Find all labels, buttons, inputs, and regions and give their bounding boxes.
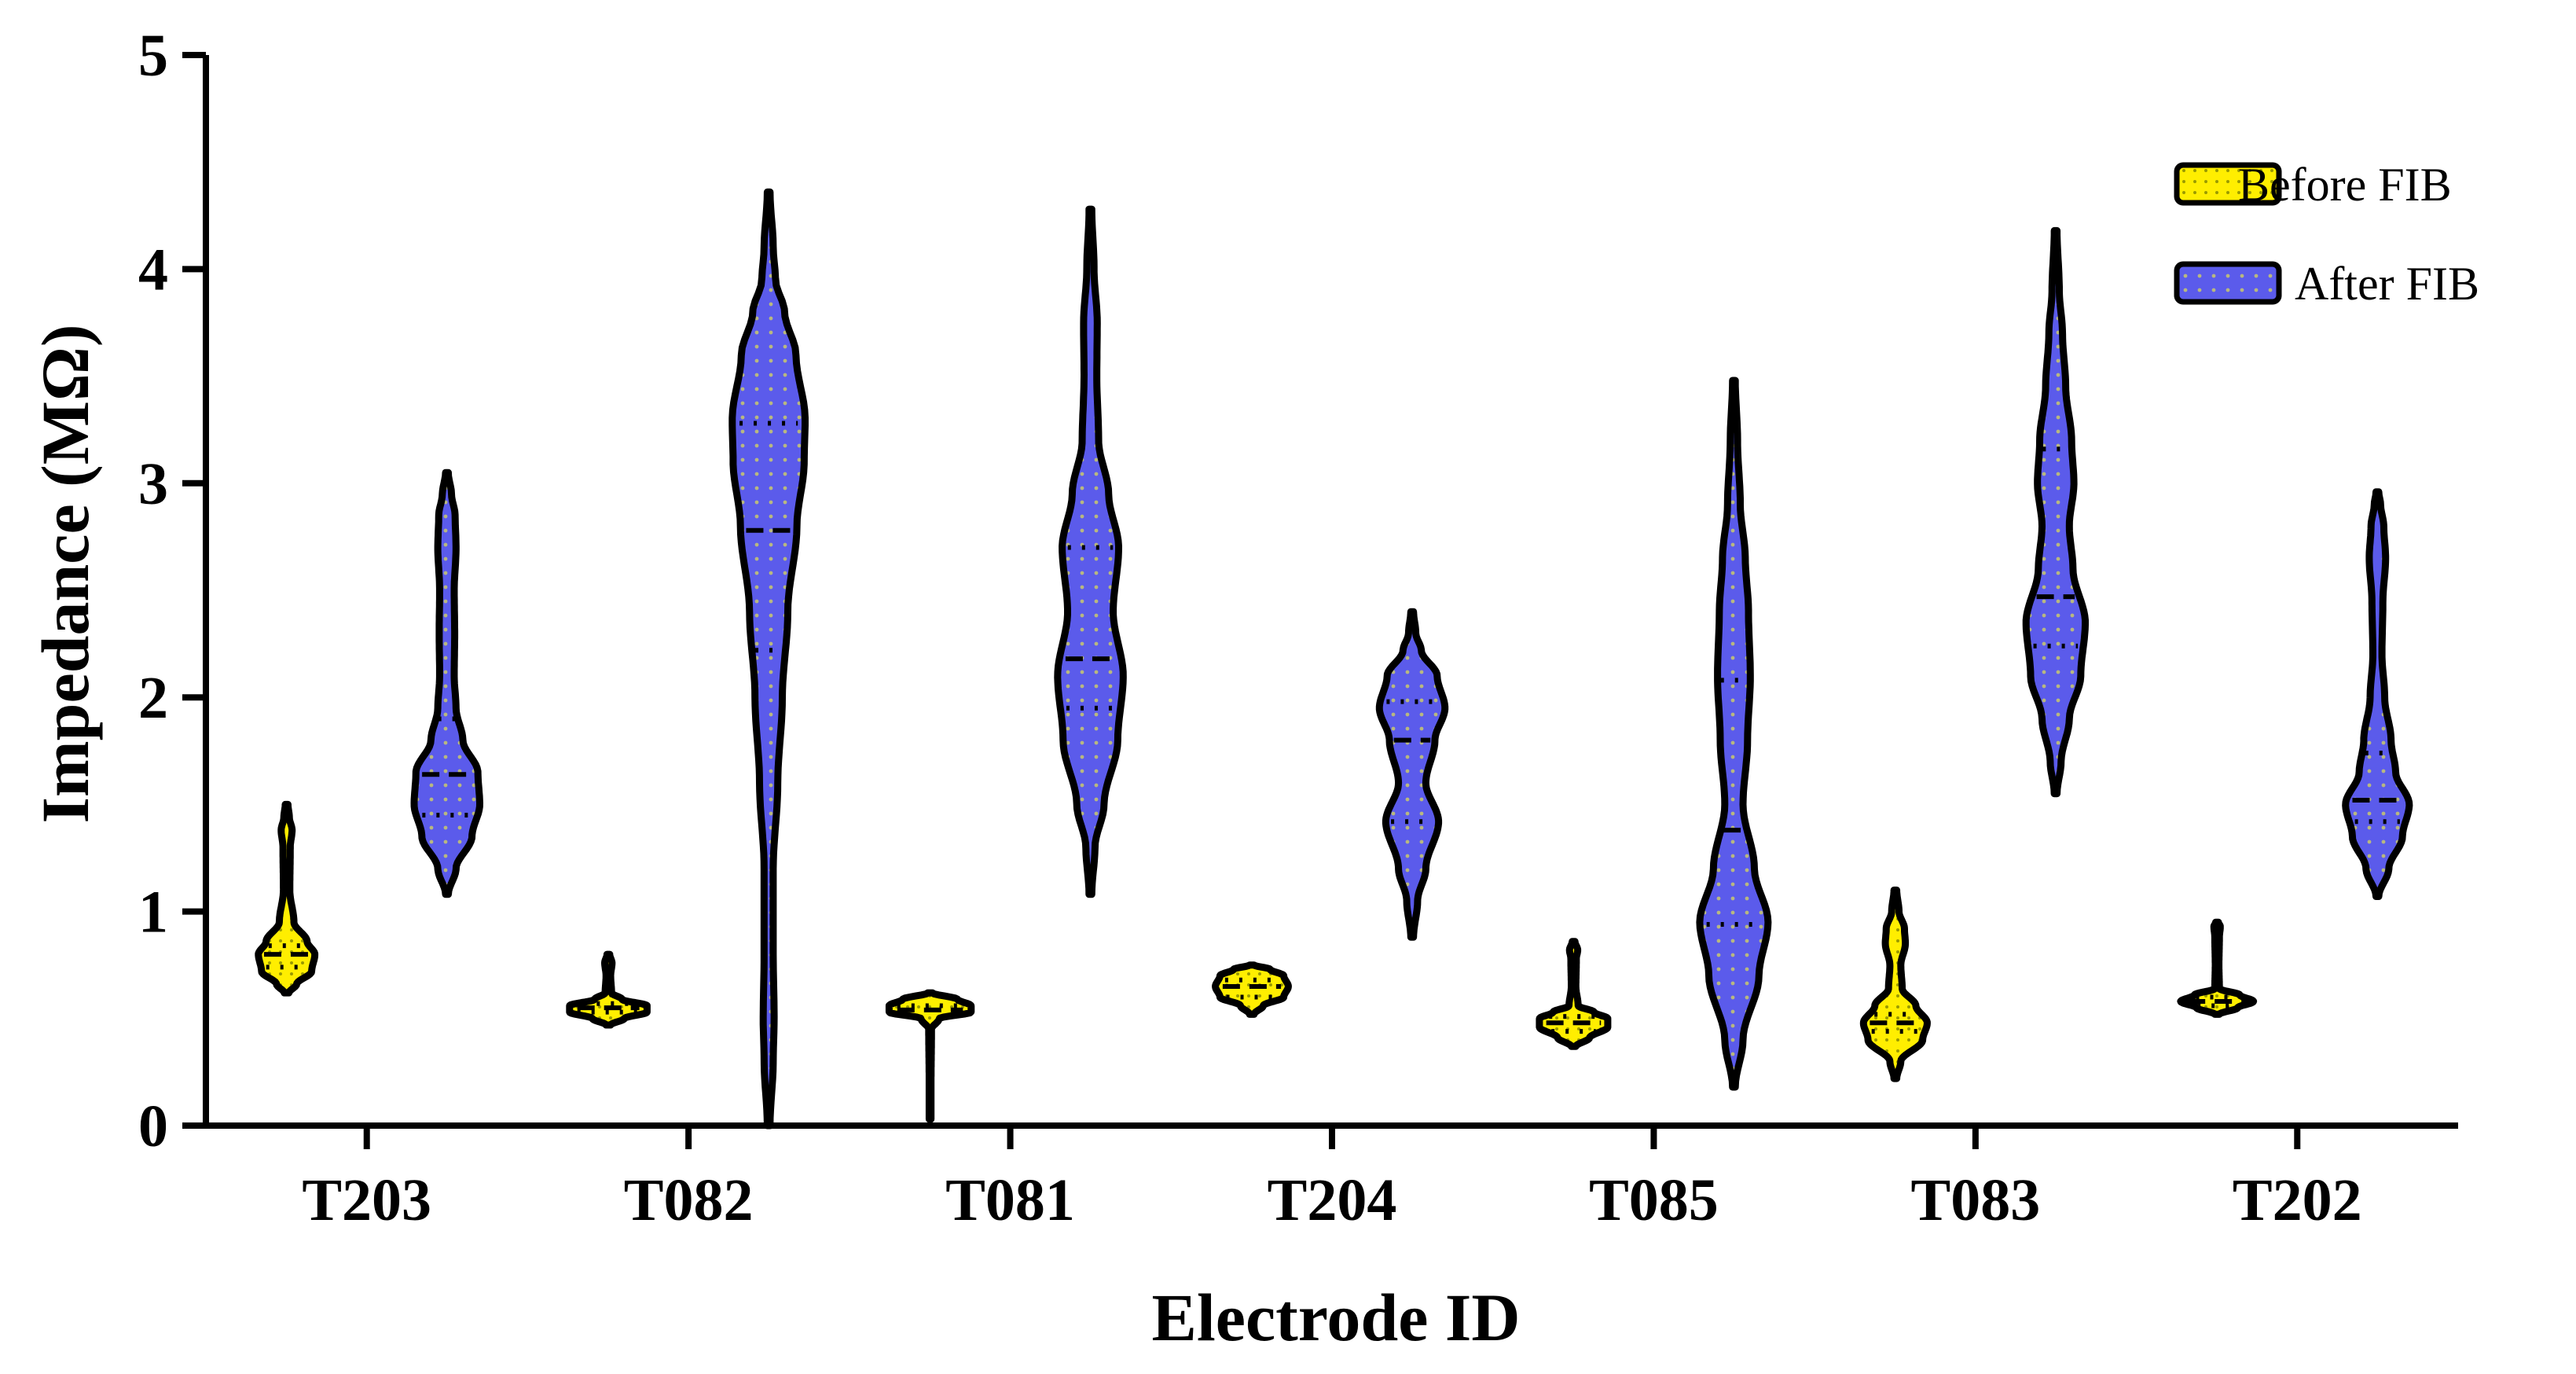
x-tick-label-t202: T202 (2233, 1167, 2362, 1233)
violin-before-fib-t081 (885, 989, 975, 1123)
violin-body-before-fib-t204 (1212, 961, 1292, 1018)
legend-entry-before-fib: Before FIB (2174, 159, 2452, 211)
violin-body-before-fib-t085 (1536, 938, 1612, 1050)
y-tick-label-5: 5 (138, 23, 168, 89)
y-axis-title: Impedance (MΩ) (28, 325, 103, 824)
x-tick-label-t081: T081 (945, 1167, 1075, 1233)
violin-body-after-fib-t203 (410, 468, 483, 898)
violin-body-before-fib-t202 (2177, 918, 2258, 1018)
violin-body-after-fib-t083 (2022, 226, 2089, 798)
violin-body-before-fib-t081 (885, 989, 975, 1123)
violin-after-fib-t081 (1054, 205, 1127, 898)
violin-body-before-fib-t203 (255, 800, 319, 997)
legend-label-after-fib: After FIB (2295, 258, 2479, 310)
x-tick-label-t204: T204 (1268, 1167, 1397, 1233)
violin-body-after-fib-t204 (1375, 608, 1449, 941)
y-tick-label-4: 4 (138, 237, 168, 303)
violin-after-fib-t204 (1375, 608, 1449, 941)
violin-before-fib-t085 (1536, 938, 1612, 1050)
violin-before-fib-t203 (255, 800, 319, 997)
violin-body-after-fib-t085 (1696, 377, 1772, 1091)
violin-after-fib-t083 (2022, 226, 2089, 798)
violin-after-fib-t203 (410, 468, 483, 898)
violin-after-fib-t082 (728, 188, 809, 1130)
violin-body-before-fib-t083 (1859, 886, 1931, 1082)
y-tick-label-3: 3 (138, 451, 168, 517)
legend: Before FIB After FIB (2174, 159, 2479, 310)
violin-before-fib-t082 (566, 950, 651, 1029)
x-tick-label-t085: T085 (1589, 1167, 1719, 1233)
violin-before-fib-t083 (1859, 886, 1931, 1082)
y-tick-label-1: 1 (138, 880, 168, 946)
x-tick-label-t082: T082 (624, 1167, 754, 1233)
violin-body-after-fib-t081 (1054, 205, 1127, 898)
x-tick-label-t203: T203 (302, 1167, 431, 1233)
axes-layer: 0 1 2 3 4 5 T203 T082 T081 T204 T085 T083 T202 (138, 23, 2458, 1233)
legend-label-before-fib: Before FIB (2238, 159, 2452, 211)
x-axis-title: Electrode ID (1152, 1280, 1521, 1355)
violin-body-after-fib-t202 (2342, 488, 2413, 900)
violin-before-fib-t202 (2177, 918, 2258, 1018)
legend-entry-after-fib: After FIB (2174, 258, 2479, 310)
violin-body-after-fib-t082 (728, 188, 809, 1130)
violin-after-fib-t085 (1696, 377, 1772, 1091)
legend-swatch-after-fib (2174, 261, 2282, 305)
y-tick-label-0: 0 (138, 1093, 168, 1159)
y-tick-label-2: 2 (138, 665, 168, 731)
violin-before-fib-t204 (1212, 961, 1292, 1018)
legend-swatch-before-fib (2174, 162, 2282, 206)
violin-layer (255, 188, 2413, 1130)
x-tick-label-t083: T083 (1911, 1167, 2041, 1233)
violin-after-fib-t202 (2342, 488, 2413, 900)
